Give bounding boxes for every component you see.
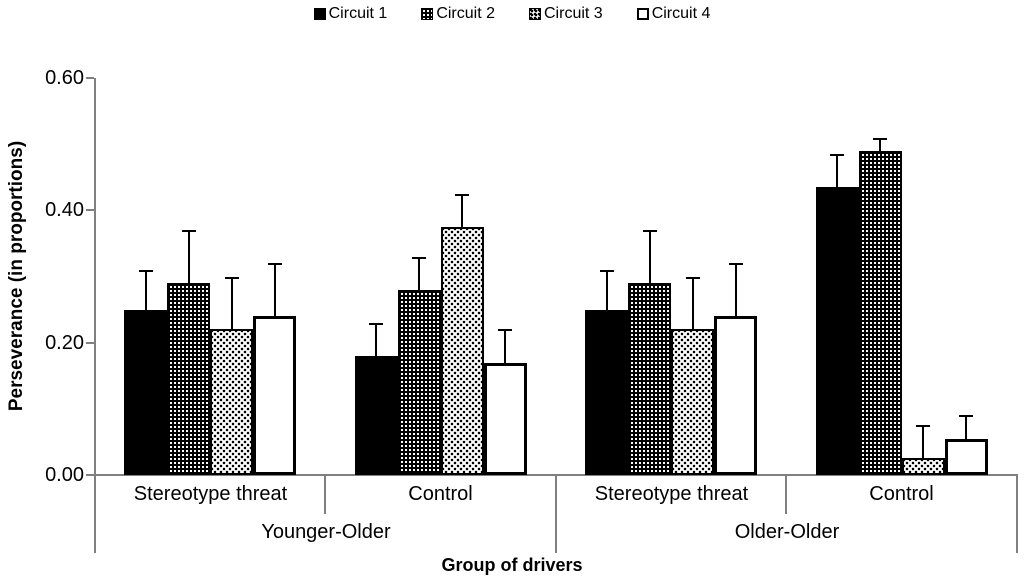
error-bar-line (691, 276, 694, 330)
error-bar-cap (728, 263, 743, 266)
error-bar-line (418, 256, 421, 290)
legend: Circuit 1 Circuit 2 Circuit 3 Circuit 4 (0, 5, 1024, 23)
circuit-2-swatch-icon (421, 8, 434, 20)
error-bar-line (187, 230, 190, 284)
circuit-4-swatch-icon (636, 8, 649, 20)
legend-item-circuit-3: Circuit 3 (529, 5, 603, 23)
bar-circuit-1-g1 (124, 309, 168, 475)
bar-circuit-3-g4 (901, 458, 945, 475)
error-bar-line (965, 415, 968, 439)
error-bar-line (230, 276, 233, 330)
y-tick-mark (86, 341, 94, 344)
error-bar-line (836, 154, 839, 188)
y-tick-label: 0.20 (45, 331, 84, 354)
y-tick-mark (86, 474, 94, 476)
error-bar-cap (138, 269, 153, 272)
error-bar-cap (916, 425, 931, 428)
error-bar-cap (267, 263, 282, 266)
legend-item-circuit-4: Circuit 4 (636, 5, 711, 23)
group-label-younger-older: Younger-Older (261, 520, 391, 543)
bar-circuit-1-g2 (354, 355, 398, 475)
error-bar-cap (959, 415, 974, 418)
axis-separator-left (94, 475, 96, 553)
y-axis-line (94, 78, 96, 475)
bar-circuit-1-g3 (585, 309, 629, 475)
error-bar-line (879, 137, 882, 151)
error-bar-cap (455, 193, 470, 196)
legend-label-circuit-4: Circuit 4 (651, 5, 711, 22)
circuit-1-swatch-icon (313, 8, 326, 20)
y-tick-label: 0.60 (45, 67, 84, 89)
bar-circuit-4-g3 (714, 316, 758, 475)
sub-label-younger-control: Control (408, 483, 473, 505)
error-bar-cap (181, 230, 196, 233)
axis-separator-mid (555, 475, 557, 553)
axis-separator-right (1016, 475, 1018, 553)
error-bar-cap (830, 154, 845, 157)
error-bar-line (922, 425, 925, 459)
sub-label-older-stereotype: Stereotype threat (594, 483, 749, 505)
bar-circuit-4-g2 (483, 362, 527, 475)
bar-circuit-1-g4 (815, 187, 859, 475)
bar-circuit-3-g3 (671, 329, 715, 475)
error-bar-cap (873, 137, 888, 140)
bar-circuit-2-g2 (397, 289, 441, 475)
sub-label-younger-stereotype: Stereotype threat (133, 483, 288, 505)
y-tick-label: 0.40 (45, 199, 84, 222)
circuit-3-swatch-icon (529, 8, 541, 20)
y-axis-title: Perseverance (in proportions) (6, 140, 27, 412)
sub-label-older-control: Control (869, 483, 934, 505)
error-bar-cap (642, 230, 657, 233)
error-bar-line (648, 230, 651, 284)
legend-label-circuit-3: Circuit 3 (544, 5, 603, 22)
legend-label-circuit-2: Circuit 2 (436, 5, 495, 22)
error-bar-line (605, 269, 608, 310)
bar-circuit-2-g4 (858, 150, 902, 475)
legend-item-circuit-2: Circuit 2 (421, 5, 495, 23)
error-bar-cap (599, 269, 614, 272)
x-axis-title: Group of drivers (441, 555, 583, 575)
axis-separator-q3 (785, 475, 787, 514)
error-bar-cap (224, 276, 239, 279)
bar-circuit-2-g3 (628, 283, 672, 475)
legend-item-circuit-1: Circuit 1 (313, 5, 388, 23)
bar-circuit-3-g1 (210, 329, 254, 475)
group-label-older-older: Older-Older (734, 520, 840, 543)
error-bar-line (375, 322, 378, 356)
error-bar-line (144, 269, 147, 310)
bar-circuit-4-g1 (253, 316, 297, 475)
error-bar-cap (369, 322, 384, 325)
bar-circuit-3-g2 (440, 226, 484, 475)
error-bar-line (504, 329, 507, 363)
bar-circuit-4-g4 (944, 438, 988, 475)
y-tick-label: 0.00 (45, 464, 84, 486)
error-bar-line (273, 263, 276, 317)
legend-label-circuit-1: Circuit 1 (328, 5, 388, 22)
y-tick-mark (86, 209, 94, 212)
y-tick-mark (86, 77, 94, 79)
error-bar-cap (498, 329, 513, 332)
error-bar-cap (685, 276, 700, 279)
bar-circuit-2-g1 (167, 283, 211, 475)
error-bar-cap (412, 256, 427, 259)
error-bar-line (734, 263, 737, 317)
axis-separator-q1 (324, 475, 326, 514)
error-bar-line (461, 193, 464, 227)
